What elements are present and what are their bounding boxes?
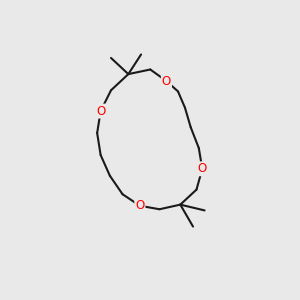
Text: O: O <box>135 199 145 212</box>
Text: O: O <box>162 74 171 88</box>
Text: O: O <box>96 105 105 118</box>
Text: O: O <box>198 162 207 175</box>
